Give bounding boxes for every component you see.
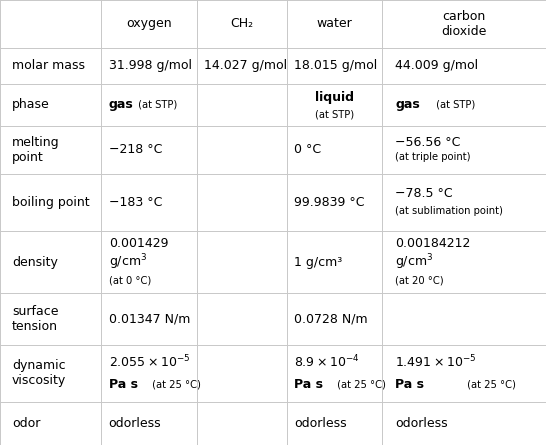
Text: 1 g/cm³: 1 g/cm³ <box>294 256 342 269</box>
Text: liquid: liquid <box>315 91 354 104</box>
Text: phase: phase <box>12 98 50 111</box>
Text: 0.0728 N/m: 0.0728 N/m <box>294 313 368 326</box>
Text: 14.027 g/mol: 14.027 g/mol <box>204 59 287 72</box>
Text: dynamic
viscosity: dynamic viscosity <box>12 360 67 388</box>
Text: (at STP): (at STP) <box>135 100 177 110</box>
Text: (at 25 °C): (at 25 °C) <box>334 380 387 390</box>
Text: Pa s: Pa s <box>294 378 323 391</box>
Text: oxygen: oxygen <box>126 17 171 30</box>
Text: 31.998 g/mol: 31.998 g/mol <box>109 59 192 72</box>
Text: odorless: odorless <box>395 417 448 430</box>
Text: (at STP): (at STP) <box>315 109 354 119</box>
Text: water: water <box>317 17 352 30</box>
Text: −56.56 °C: −56.56 °C <box>395 136 461 149</box>
Text: odor: odor <box>12 417 40 430</box>
Text: carbon
dioxide: carbon dioxide <box>441 10 487 38</box>
Text: melting
point: melting point <box>12 136 60 164</box>
Text: surface
tension: surface tension <box>12 305 58 333</box>
Text: 0.01347 N/m: 0.01347 N/m <box>109 313 190 326</box>
Text: 99.9839 °C: 99.9839 °C <box>294 196 365 209</box>
Text: 44.009 g/mol: 44.009 g/mol <box>395 59 478 72</box>
Text: odorless: odorless <box>109 417 161 430</box>
Text: −218 °C: −218 °C <box>109 143 162 157</box>
Text: 0 °C: 0 °C <box>294 143 322 157</box>
Text: −183 °C: −183 °C <box>109 196 162 209</box>
Text: −78.5 °C: −78.5 °C <box>395 187 453 200</box>
Text: gas: gas <box>109 98 133 111</box>
Text: 0.001429: 0.001429 <box>109 237 168 250</box>
Text: $8.9\times10^{-4}$: $8.9\times10^{-4}$ <box>294 354 360 371</box>
Text: 0.00184212: 0.00184212 <box>395 237 471 250</box>
Text: CH₂: CH₂ <box>230 17 253 30</box>
Text: (at 20 °C): (at 20 °C) <box>395 276 444 286</box>
Text: $2.055\times10^{-5}$: $2.055\times10^{-5}$ <box>109 354 190 371</box>
Text: (at sublimation point): (at sublimation point) <box>395 206 503 216</box>
Text: gas: gas <box>395 98 420 111</box>
Text: g/cm$^3$: g/cm$^3$ <box>395 252 434 272</box>
Text: molar mass: molar mass <box>12 59 85 72</box>
Text: (at 0 °C): (at 0 °C) <box>109 276 151 286</box>
Text: Pa s: Pa s <box>109 378 138 391</box>
Text: boiling point: boiling point <box>12 196 90 209</box>
Text: $1.491\times10^{-5}$: $1.491\times10^{-5}$ <box>395 354 477 371</box>
Text: (at STP): (at STP) <box>433 100 475 110</box>
Text: Pa s: Pa s <box>395 378 424 391</box>
Text: (at triple point): (at triple point) <box>395 152 471 162</box>
Text: density: density <box>12 256 58 269</box>
Text: (at 25 °C): (at 25 °C) <box>149 380 201 390</box>
Text: g/cm$^3$: g/cm$^3$ <box>109 252 147 272</box>
Text: (at 25 °C): (at 25 °C) <box>464 380 516 390</box>
Text: odorless: odorless <box>294 417 347 430</box>
Text: 18.015 g/mol: 18.015 g/mol <box>294 59 377 72</box>
